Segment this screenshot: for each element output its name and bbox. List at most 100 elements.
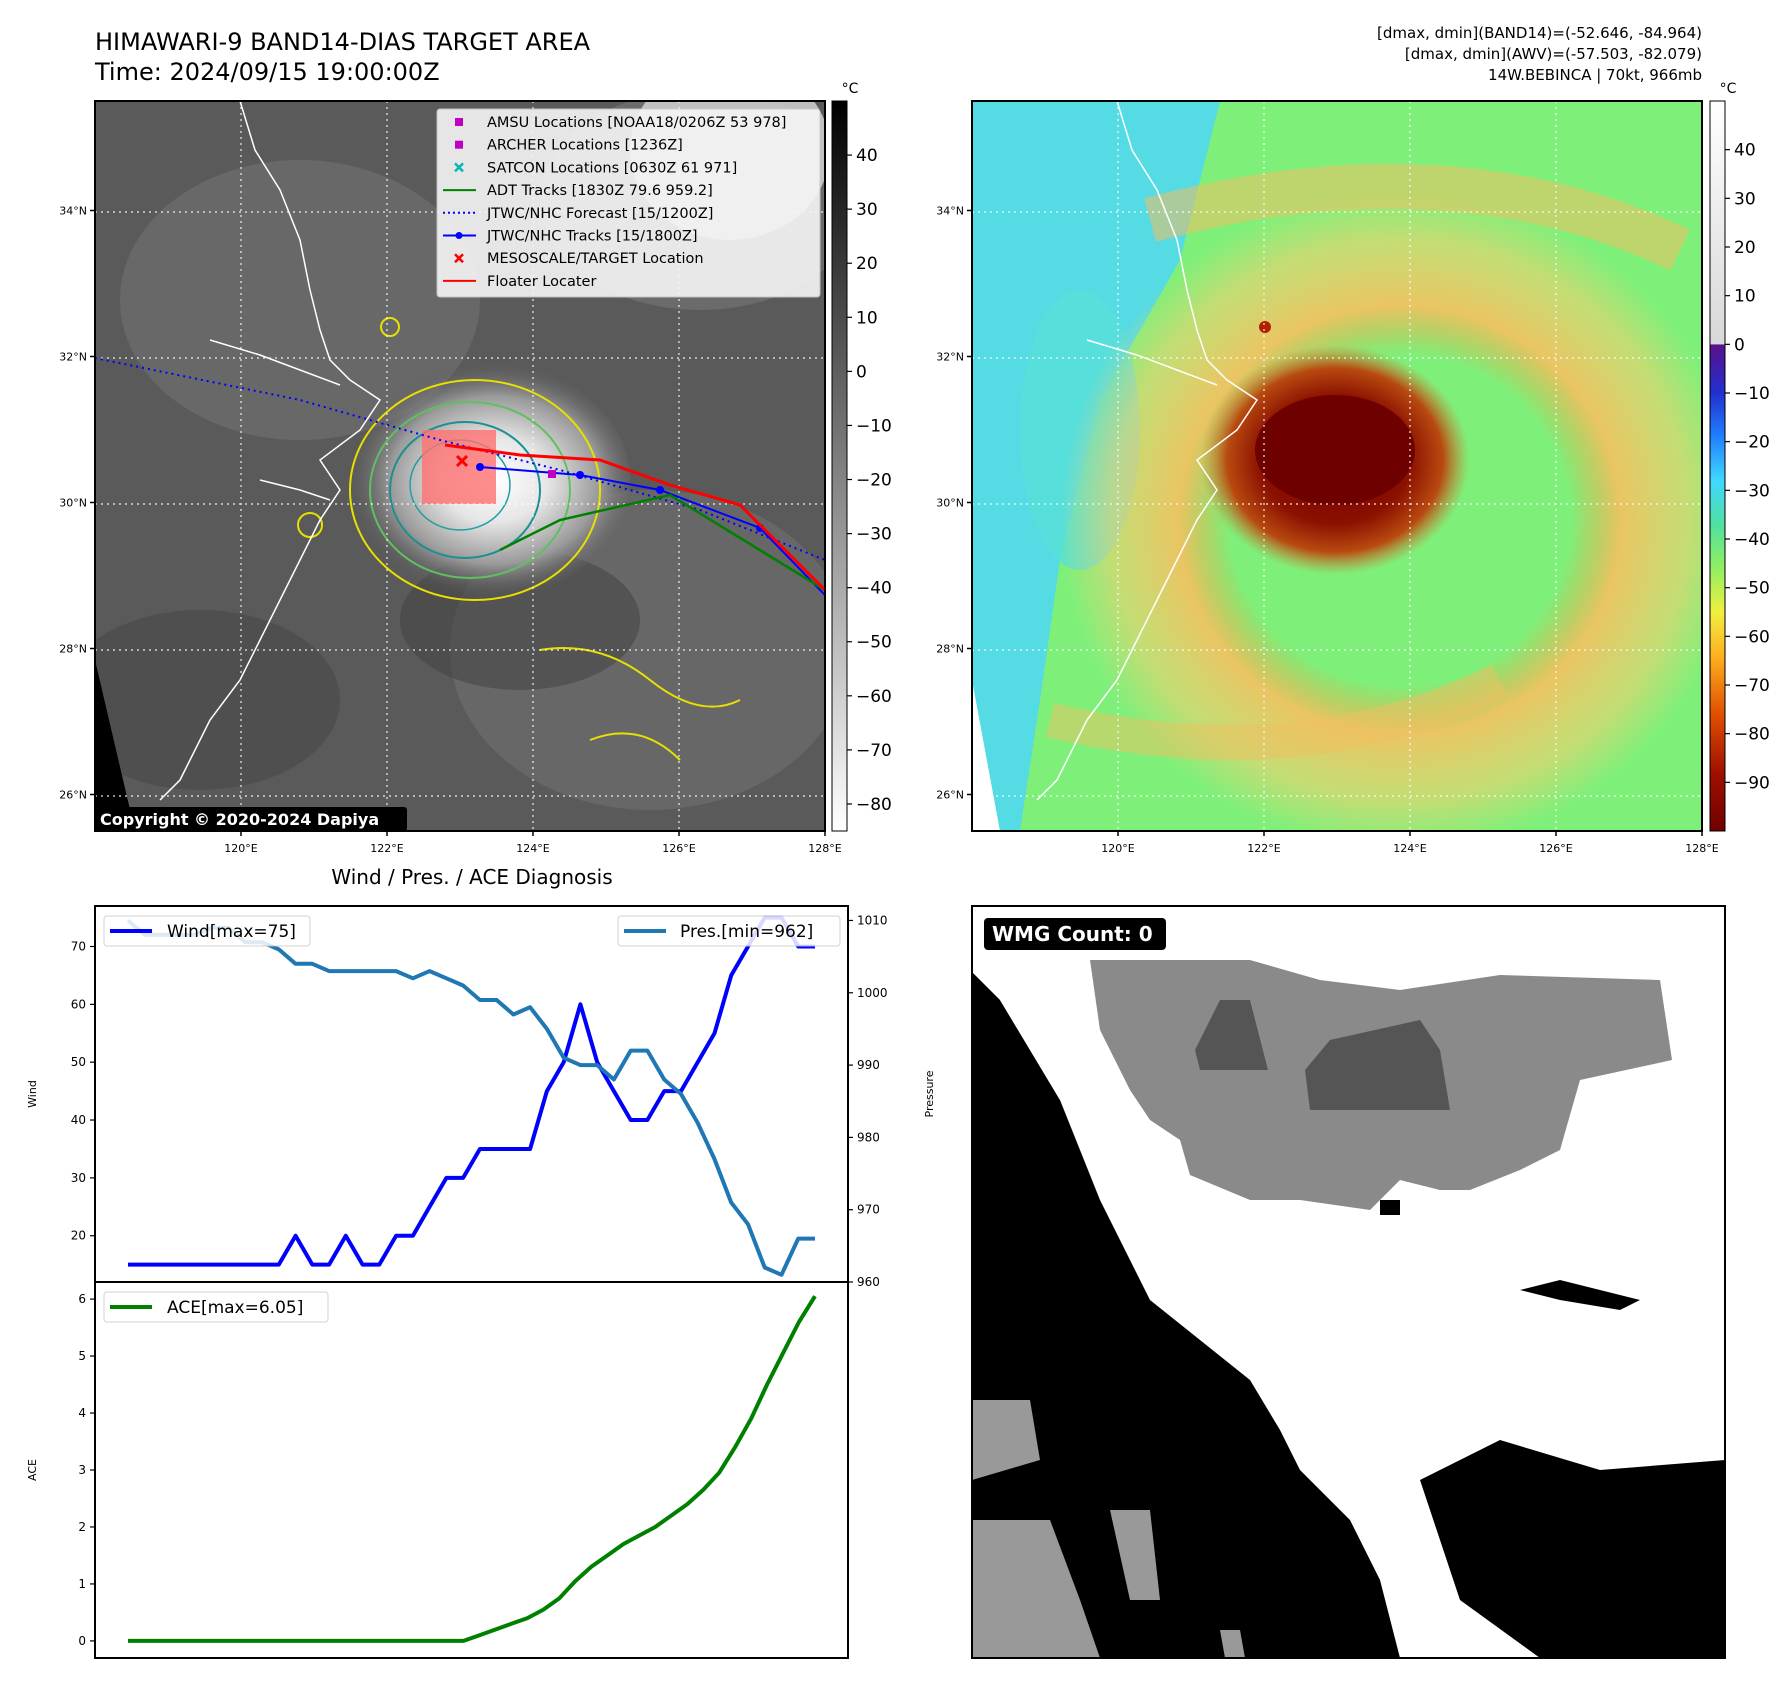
pressure-legend-label: Pres.[min=962] [680, 922, 813, 942]
wmg-count-label: WMG Count: 0 [992, 922, 1153, 946]
awv-colorbar-tick: 10 [1734, 287, 1756, 307]
ir-legend-item: AMSU Locations [NOAA18/0206Z 53 978] [455, 115, 786, 131]
awv-lat-axis: 34°N 32°N 30°N 28°N 26°N [936, 205, 972, 802]
pressure-legend: Pres.[min=962] [617, 915, 841, 947]
ir-lat-tick-label: 34°N [59, 205, 87, 218]
awv-colorbar-tick: −60 [1734, 627, 1770, 647]
wind-tick-label: 40 [71, 1113, 86, 1127]
wind-tick-label: 50 [71, 1055, 86, 1069]
dmax-band14: [dmax, dmin](BAND14)=(-52.646, -84.964) [1377, 24, 1702, 42]
ace-legend: ACE[max=6.05] [103, 1291, 329, 1323]
ace-tick-label: 0 [78, 1634, 86, 1648]
awv-lat-tick-label: 30°N [936, 497, 964, 510]
adt-track [499, 493, 825, 592]
forecast-track [95, 357, 825, 561]
ir-map-panel: Copyright © 2020-2024 Dapiya AMSU Locati… [59, 81, 892, 855]
ir-legend-label: SATCON Locations [0630Z 61 971] [487, 160, 737, 176]
ir-lat-tick-label: 28°N [59, 643, 87, 656]
wind-tick-label: 30 [71, 1171, 86, 1185]
awv-lon-tick-label: 122°E [1247, 842, 1280, 855]
awv-lon-tick-label: 128°E [1685, 842, 1718, 855]
ir-lon-tick-label: 128°E [808, 842, 841, 855]
ir-lon-tick-label: 120°E [224, 842, 257, 855]
ir-colorbar-tick: −20 [856, 471, 892, 491]
awv-colorbar-tick: −70 [1734, 676, 1770, 696]
ir-legend-item: ARCHER Locations [1236Z] [455, 138, 683, 154]
ir-legend-item: MESOSCALE/TARGET Location [454, 251, 704, 267]
series-line [128, 915, 815, 1267]
awv-lat-tick-label: 28°N [936, 643, 964, 656]
ir-coastline [159, 101, 382, 801]
awv-colorbar: °C 40 30 20 10 0 −10 −20 −30 −40 −50 −60 −70 −80 −90 [1709, 81, 1770, 832]
awv-lat-tick-label: 26°N [936, 789, 964, 802]
wind-pressure-chart: 20 30 40 50 60 70 960 970 980 990 1000 1010 Wind P… [26, 905, 936, 1289]
ir-lat-tick-label: 30°N [59, 497, 87, 510]
awv-coastline [1036, 101, 1259, 801]
ir-lon-axis: 120°E 122°E 124°E 126°E 128°E [224, 831, 842, 855]
ace-tick-label: 4 [78, 1406, 86, 1420]
ir-colorbar-tick: 0 [856, 362, 867, 382]
ir-legend-label: AMSU Locations [NOAA18/0206Z 53 978] [487, 115, 786, 131]
pressure-tick-label: 970 [857, 1203, 880, 1217]
awv-colorbar-tick: −20 [1734, 433, 1770, 453]
ir-legend-item: JTWC/NHC Forecast [15/1200Z] [443, 206, 713, 222]
figure-title: HIMAWARI-9 BAND14-DIAS TARGET AREA [95, 28, 591, 56]
ir-lat-axis: 34°N 32°N 30°N 28°N 26°N [59, 205, 95, 802]
wind-tick-label: 60 [71, 997, 86, 1011]
floater-track [444, 443, 825, 592]
pressure-tick-label: 960 [857, 1275, 880, 1289]
copyright-text: Copyright © 2020-2024 Dapiya [100, 810, 379, 829]
ir-colorbar-tick: −80 [856, 795, 892, 815]
ir-lon-tick-label: 122°E [370, 842, 403, 855]
awv-colorbar-unit: °C [1720, 81, 1737, 97]
wind-legend: Wind[max=75] [103, 915, 311, 947]
ir-lon-tick-label: 124°E [516, 842, 549, 855]
ir-lat-tick-label: 32°N [59, 351, 87, 364]
ir-legend-label: ARCHER Locations [1236Z] [487, 138, 683, 154]
ir-legend-label: MESOSCALE/TARGET Location [487, 251, 704, 267]
figure-time: Time: 2024/09/15 19:00:00Z [94, 58, 440, 86]
ir-lat-tick-label: 26°N [59, 789, 87, 802]
wmg-badge [984, 918, 1166, 950]
awv-lon-tick-label: 120°E [1101, 842, 1134, 855]
awv-lat-tick-label: 32°N [936, 351, 964, 364]
wmg-black-region [972, 906, 1400, 1658]
wind-axis-label: Wind [26, 1080, 39, 1108]
awv-colorbar-tick: 30 [1734, 189, 1756, 209]
pressure-axis-label: Pressure [923, 1070, 936, 1117]
ir-colorbar-tick: −40 [856, 579, 892, 599]
awv-colorbar-tick: −40 [1734, 530, 1770, 550]
ir-colorbar-tick: −50 [856, 633, 892, 653]
awv-colorbar-tick: −90 [1734, 773, 1770, 793]
ace-legend-label: ACE[max=6.05] [167, 1298, 303, 1318]
ir-legend-item: ADT Tracks [1830Z 79.6 959.2] [443, 183, 713, 199]
ir-colorbar-tick: −60 [856, 687, 892, 707]
awv-lon-tick-label: 124°E [1393, 842, 1426, 855]
awv-colorbar-tick: −80 [1734, 725, 1770, 745]
series-line [128, 1295, 817, 1643]
ir-colorbar-tick: 30 [856, 200, 878, 220]
wmg-panel: WMG Count: 0 [971, 905, 1726, 1659]
ace-tick-label: 3 [78, 1463, 86, 1477]
awv-colorbar-tick: 40 [1734, 141, 1756, 161]
ir-colorbar-unit: °C [842, 81, 859, 97]
wind-tick-label: 70 [71, 939, 86, 953]
awv-colorbar-tick: 20 [1734, 238, 1756, 258]
ir-colorbar-tick: 40 [856, 146, 878, 166]
ace-axis-label: ACE [26, 1459, 39, 1481]
ir-lon-tick-label: 126°E [662, 842, 695, 855]
ace-tick-label: 5 [78, 1349, 86, 1363]
ir-legend-label: Floater Locater [487, 274, 596, 290]
ir-colorbar-tick: −30 [856, 525, 892, 545]
ir-legend-item: Floater Locater [443, 274, 596, 290]
ir-legend: AMSU Locations [NOAA18/0206Z 53 978] ARCH… [436, 108, 821, 298]
ir-legend-label: ADT Tracks [1830Z 79.6 959.2] [487, 183, 713, 199]
awv-lat-tick-label: 34°N [936, 205, 964, 218]
pressure-tick-label: 980 [857, 1130, 880, 1144]
ir-legend-label: JTWC/NHC Forecast [15/1200Z] [486, 206, 713, 222]
awv-map-panel: 34°N 32°N 30°N 28°N 26°N 120°E 122°E 124°E 126°… [936, 81, 1770, 855]
awv-lon-axis: 120°E 122°E 124°E 126°E 128°E [1101, 831, 1719, 855]
ir-legend-label: JTWC/NHC Tracks [15/1800Z] [486, 229, 698, 245]
ir-colorbar-tick: −70 [856, 741, 892, 761]
ir-legend-item: JTWC/NHC Tracks [15/1800Z] [443, 229, 698, 245]
